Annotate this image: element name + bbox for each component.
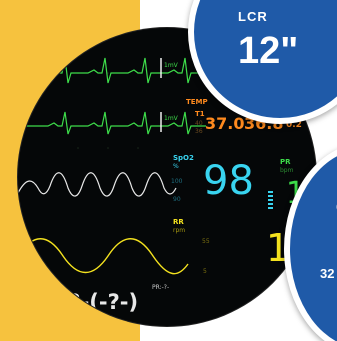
waveforms [18, 57, 273, 275]
rr-scale-hi: 55 [202, 238, 210, 245]
nibp-value: /-?-(-?-) [52, 290, 139, 314]
rr-label: RR [173, 218, 184, 226]
rr-scale-lo: 5 [203, 268, 207, 275]
temp-label: TEMP [186, 98, 208, 106]
pr-unit: bpm [280, 167, 294, 174]
pleth-wave [18, 172, 177, 197]
temp-channel: T1 [195, 110, 205, 118]
feature-badge-value: 32 [320, 266, 335, 281]
pr-label: PR [280, 158, 291, 166]
spo2-label: SpO2 [173, 154, 194, 162]
temp-sub2: 36 [195, 128, 203, 135]
spo2-value: 98 [203, 158, 254, 204]
resp-wave [18, 238, 189, 275]
ecg-wave-1 [18, 57, 206, 84]
temp-value-1: 37.0 [205, 114, 245, 133]
spo2-unit: % [173, 163, 179, 170]
size-badge-label: LCR [238, 9, 268, 24]
temp-delta: 0.2 [286, 120, 302, 130]
ecg1-scale: 1mV [164, 62, 178, 69]
pr-small: PR:-?- [152, 284, 170, 291]
temp-sub1: 40 [195, 120, 203, 127]
spo2-scale-lo: 90 [173, 196, 181, 203]
ecg-wave-2 [18, 111, 206, 135]
spo2-scale-hi: 100 [171, 178, 183, 185]
rr-unit: rpm [173, 227, 186, 234]
size-badge-value: 12" [238, 30, 299, 72]
ecg2-scale: 1mV [164, 115, 178, 122]
